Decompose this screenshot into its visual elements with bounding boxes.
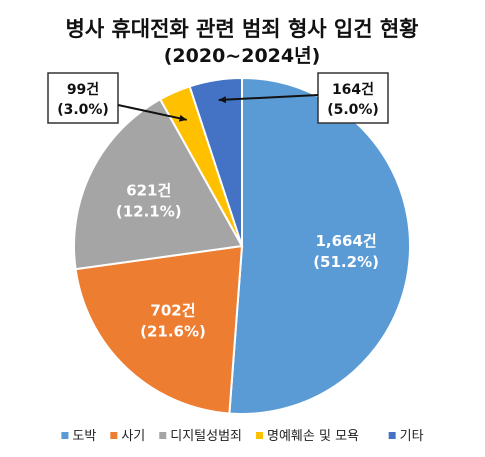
slice-3-pct-label: (3.0%)	[57, 102, 109, 118]
slice-1-wedge	[74, 244, 244, 415]
pie-slices	[73, 76, 412, 415]
legend-item-4: 기타	[388, 429, 424, 444]
legend-label-3: 명예훼손 및 모욕	[267, 429, 359, 444]
legend-swatch-3	[256, 432, 264, 439]
slice-4-wedge	[188, 76, 243, 247]
slice-3-callout-box	[47, 72, 119, 124]
legend-item-3: 명예훼손 및 모욕	[256, 429, 359, 444]
slice-3-callout-arrowhead	[178, 114, 187, 122]
slice-0-pct-label: (51.2%)	[313, 253, 379, 271]
legend-label-0: 도박	[72, 429, 96, 444]
slice-3-callout-line	[117, 104, 187, 121]
legend-label-4: 기타	[400, 429, 424, 444]
slice-4-callout-arrowhead	[218, 96, 227, 104]
slice-1-count-label: 702건	[150, 301, 195, 319]
legend-item-0: 도박	[61, 429, 96, 444]
chart-subtitle: (2020~2024년)	[164, 45, 321, 67]
slice-0-count-label: 1,664건	[315, 232, 376, 250]
slice-4-pct-label: (5.0%)	[327, 102, 379, 118]
chart-title: 병사 휴대전화 관련 범죄 형사 입건 현황	[66, 17, 419, 41]
legend-swatch-4	[388, 432, 396, 439]
legend-item-2: 디지털성범죄	[159, 429, 242, 444]
slice-1-pct-label: (21.6%)	[140, 322, 206, 340]
legend-swatch-1	[110, 432, 118, 439]
slice-4-callout-line	[218, 94, 319, 102]
legend-swatch-2	[159, 432, 167, 439]
slice-2-count-label: 621건	[126, 182, 171, 200]
legend-item-1: 사기	[110, 429, 145, 444]
slice-2-pct-label: (12.1%)	[116, 203, 182, 221]
legend-label-2: 디지털성범죄	[170, 429, 242, 444]
slice-4-count-label: 164건	[332, 81, 374, 98]
legend-label-1: 사기	[121, 429, 145, 444]
slice-3-count-label: 99건	[67, 81, 99, 98]
slice-4-callout-box	[317, 72, 389, 124]
legend-swatch-0	[61, 432, 69, 439]
callout-labels: 99건 (3.0%) 164건 (5.0%)	[47, 72, 389, 124]
legend: 도박 사기 디지털성범죄 명예훼손 및 모욕 기타	[61, 429, 424, 444]
slice-labels: 1,664건 (51.2%) 702건 (21.6%) 621건 (12.1%)	[116, 182, 379, 341]
